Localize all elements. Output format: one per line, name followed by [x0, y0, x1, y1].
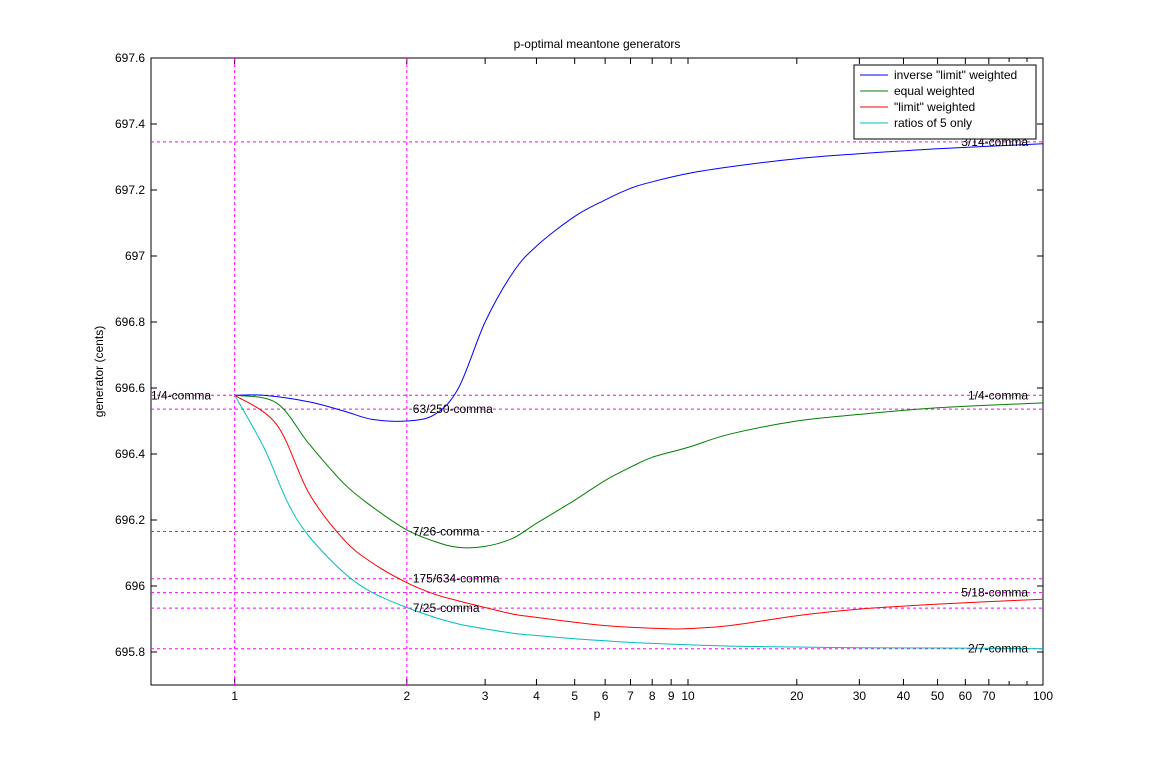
y-tick-label: 696.8	[115, 315, 145, 329]
x-tick-label: 3	[482, 689, 489, 703]
y-tick-label: 697.6	[115, 51, 145, 65]
reference-label: 175/634-comma	[413, 572, 500, 586]
y-tick-label: 696.4	[115, 447, 145, 461]
plot-area: 695.8696696.2696.4696.6696.8697697.2697.…	[115, 51, 1053, 703]
y-tick-label: 695.8	[115, 645, 145, 659]
x-tick-label: 40	[897, 689, 911, 703]
y-tick-label: 696.2	[115, 513, 145, 527]
reference-label: 2/7-comma	[968, 642, 1028, 656]
legend: inverse "limit" weighted equal weighted "l…	[853, 64, 1037, 140]
chart-title: p-optimal meantone generators	[514, 37, 681, 51]
x-tick-label: 2	[403, 689, 410, 703]
legend-box	[853, 64, 1037, 140]
y-tick-label: 697.2	[115, 183, 145, 197]
x-axis-title: p	[594, 707, 601, 721]
series-line	[234, 394, 1043, 630]
axes-box	[150, 57, 1044, 686]
y-tick-label: 697	[125, 249, 145, 263]
reference-label: 1/4-comma	[151, 388, 211, 402]
x-tick-label: 7	[627, 689, 634, 703]
x-tick-label: 8	[649, 689, 656, 703]
legend-entry: ratios of 5 only	[894, 116, 972, 130]
series-line	[234, 143, 1043, 422]
x-tick-label: 5	[571, 689, 578, 703]
x-tick-label: 6	[602, 689, 609, 703]
series-line	[234, 394, 1043, 549]
reference-label: 7/26-comma	[413, 525, 480, 539]
reference-label: 7/25-comma	[413, 601, 480, 615]
y-axis-title: generator (cents)	[92, 326, 106, 417]
x-tick-label: 1	[231, 689, 238, 703]
legend-entry: inverse "limit" weighted	[894, 68, 1017, 82]
y-tick-label: 697.4	[115, 117, 145, 131]
x-tick-label: 70	[982, 689, 996, 703]
x-tick-label: 60	[959, 689, 973, 703]
series-line	[234, 395, 1043, 650]
x-tick-label: 4	[533, 689, 540, 703]
reference-label: 1/4-comma	[968, 388, 1028, 402]
x-tick-label: 10	[681, 689, 695, 703]
x-tick-label: 100	[1033, 689, 1053, 703]
legend-entry: "limit" weighted	[894, 100, 975, 114]
x-tick-label: 20	[790, 689, 804, 703]
x-tick-label: 50	[931, 689, 945, 703]
legend-entry: equal weighted	[894, 84, 975, 98]
y-tick-label: 696.6	[115, 381, 145, 395]
x-tick-label: 30	[853, 689, 867, 703]
y-tick-label: 696	[125, 579, 145, 593]
reference-label: 63/250-comma	[413, 402, 493, 416]
reference-label: 5/18-comma	[961, 586, 1028, 600]
x-tick-label: 9	[668, 689, 675, 703]
